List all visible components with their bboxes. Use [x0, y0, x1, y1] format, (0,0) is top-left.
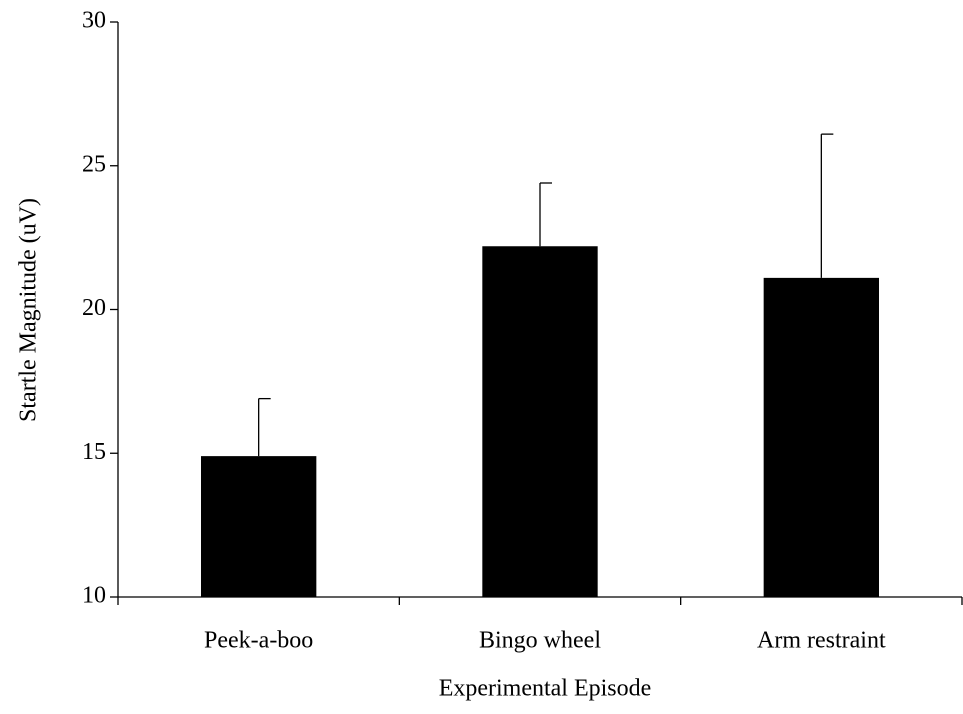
y-tick-label: 25: [82, 151, 106, 177]
y-tick-label: 20: [82, 295, 106, 321]
x-tick-label: Arm restraint: [757, 628, 886, 654]
x-tick-label: Peek-a-boo: [204, 628, 313, 654]
bar: [200, 456, 317, 597]
y-tick-label: 10: [82, 583, 106, 609]
x-tick-label: Bingo wheel: [479, 628, 601, 654]
x-axis-label: Experimental Episode: [439, 676, 652, 702]
y-tick-label: 30: [82, 8, 106, 34]
bar: [482, 246, 598, 597]
y-axis-label: Startle Magnitude (uV): [16, 198, 42, 422]
y-tick-label: 15: [82, 439, 106, 465]
bar: [763, 277, 880, 597]
